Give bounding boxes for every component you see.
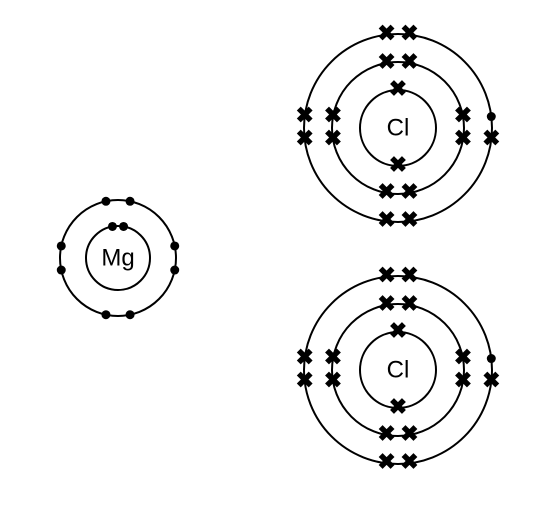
electron-dot bbox=[101, 310, 110, 319]
element-label: Cl bbox=[387, 115, 410, 142]
electron-cross: ✖ bbox=[482, 367, 500, 392]
electron-cross: ✖ bbox=[295, 102, 313, 127]
electron-cross: ✖ bbox=[389, 152, 407, 177]
electron-cross: ✖ bbox=[389, 394, 407, 419]
electron-cross: ✖ bbox=[324, 125, 342, 150]
electron-dot bbox=[487, 112, 496, 121]
electron-cross: ✖ bbox=[454, 125, 472, 150]
electron-cross: ✖ bbox=[400, 49, 418, 74]
electron-dot bbox=[126, 310, 135, 319]
electron-dot bbox=[57, 241, 66, 250]
electron-cross: ✖ bbox=[400, 421, 418, 446]
bohr-diagram-stage: MgCl✖✖✖✖✖✖✖✖✖✖✖✖✖✖✖✖✖Cl✖✖✖✖✖✖✖✖✖✖✖✖✖✖✖✖✖ bbox=[0, 0, 555, 500]
electron-cross: ✖ bbox=[400, 21, 418, 46]
element-label: Mg bbox=[101, 245, 134, 272]
electron-dot bbox=[487, 354, 496, 363]
electron-cross: ✖ bbox=[377, 179, 395, 204]
electron-cross: ✖ bbox=[454, 367, 472, 392]
electron-cross: ✖ bbox=[377, 291, 395, 316]
electron-cross: ✖ bbox=[400, 291, 418, 316]
electron-cross: ✖ bbox=[295, 344, 313, 369]
electron-dot bbox=[101, 197, 110, 206]
electron-cross: ✖ bbox=[377, 49, 395, 74]
electron-cross: ✖ bbox=[389, 76, 407, 101]
element-label: Cl bbox=[387, 357, 410, 384]
electron-dot bbox=[170, 241, 179, 250]
electron-cross: ✖ bbox=[377, 263, 395, 288]
electron-cross: ✖ bbox=[400, 263, 418, 288]
electron-dot bbox=[170, 266, 179, 275]
electron-cross: ✖ bbox=[377, 449, 395, 474]
electron-cross: ✖ bbox=[454, 102, 472, 127]
background bbox=[0, 0, 555, 500]
electron-cross: ✖ bbox=[324, 102, 342, 127]
electron-cross: ✖ bbox=[400, 449, 418, 474]
electron-cross: ✖ bbox=[377, 21, 395, 46]
electron-cross: ✖ bbox=[324, 367, 342, 392]
electron-cross: ✖ bbox=[400, 179, 418, 204]
electron-dot bbox=[108, 222, 117, 231]
electron-cross: ✖ bbox=[295, 125, 313, 150]
electron-dot bbox=[119, 222, 128, 231]
diagram-svg: MgCl✖✖✖✖✖✖✖✖✖✖✖✖✖✖✖✖✖Cl✖✖✖✖✖✖✖✖✖✖✖✖✖✖✖✖✖ bbox=[0, 0, 555, 500]
electron-dot bbox=[57, 266, 66, 275]
electron-cross: ✖ bbox=[454, 344, 472, 369]
electron-cross: ✖ bbox=[400, 207, 418, 232]
electron-cross: ✖ bbox=[324, 344, 342, 369]
electron-cross: ✖ bbox=[389, 318, 407, 343]
electron-cross: ✖ bbox=[482, 125, 500, 150]
electron-cross: ✖ bbox=[377, 207, 395, 232]
electron-cross: ✖ bbox=[377, 421, 395, 446]
electron-cross: ✖ bbox=[295, 367, 313, 392]
electron-dot bbox=[126, 197, 135, 206]
